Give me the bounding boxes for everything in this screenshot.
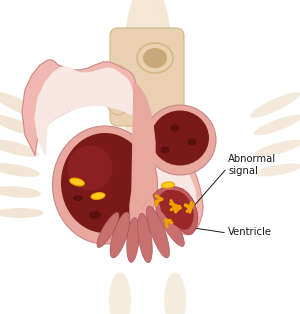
Ellipse shape — [110, 212, 130, 258]
Ellipse shape — [0, 186, 41, 198]
Ellipse shape — [68, 145, 112, 191]
Ellipse shape — [170, 124, 179, 132]
Ellipse shape — [137, 43, 173, 73]
Ellipse shape — [0, 114, 41, 136]
Ellipse shape — [61, 133, 149, 233]
Ellipse shape — [52, 126, 158, 244]
Ellipse shape — [254, 115, 300, 135]
Ellipse shape — [0, 163, 40, 177]
Ellipse shape — [70, 178, 84, 186]
Ellipse shape — [104, 65, 132, 115]
Ellipse shape — [151, 111, 209, 165]
Ellipse shape — [73, 195, 83, 201]
Ellipse shape — [0, 91, 44, 119]
Ellipse shape — [156, 203, 184, 246]
Ellipse shape — [161, 182, 175, 188]
Ellipse shape — [122, 0, 174, 180]
Text: Ventricle: Ventricle — [228, 227, 272, 237]
Ellipse shape — [160, 147, 169, 154]
Ellipse shape — [126, 0, 164, 167]
Ellipse shape — [89, 211, 101, 219]
Polygon shape — [35, 67, 196, 230]
Ellipse shape — [109, 273, 131, 314]
Ellipse shape — [91, 192, 105, 199]
Polygon shape — [158, 190, 194, 230]
Ellipse shape — [97, 213, 119, 247]
Ellipse shape — [138, 213, 152, 263]
Polygon shape — [153, 186, 198, 235]
Ellipse shape — [143, 48, 167, 68]
Ellipse shape — [254, 164, 300, 176]
Ellipse shape — [0, 208, 44, 218]
Polygon shape — [130, 82, 155, 225]
Ellipse shape — [250, 92, 300, 118]
Ellipse shape — [0, 139, 39, 157]
Ellipse shape — [255, 140, 300, 156]
Ellipse shape — [144, 105, 216, 175]
Ellipse shape — [188, 138, 196, 145]
Text: Abnormal
signal: Abnormal signal — [228, 154, 276, 176]
FancyBboxPatch shape — [110, 28, 184, 126]
Ellipse shape — [164, 273, 186, 314]
Ellipse shape — [127, 218, 139, 263]
Polygon shape — [22, 60, 203, 234]
Ellipse shape — [146, 206, 170, 258]
